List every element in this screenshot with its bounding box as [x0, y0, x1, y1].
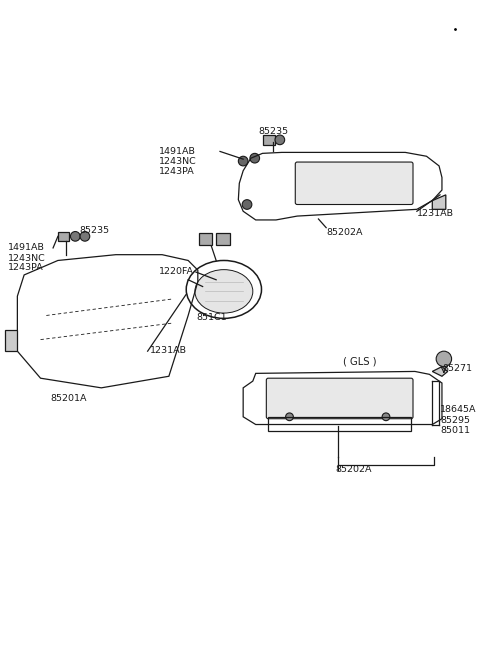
- FancyBboxPatch shape: [266, 378, 413, 419]
- Ellipse shape: [195, 269, 253, 313]
- Text: 85201A: 85201A: [50, 394, 87, 403]
- Circle shape: [382, 413, 390, 420]
- Text: 85235: 85235: [259, 127, 289, 136]
- Text: 85202A: 85202A: [326, 228, 363, 237]
- Polygon shape: [216, 233, 229, 245]
- Circle shape: [200, 284, 209, 293]
- Text: 85271: 85271: [442, 364, 472, 373]
- Text: 85202A: 85202A: [336, 465, 372, 474]
- Text: 851C1: 851C1: [197, 313, 228, 321]
- FancyBboxPatch shape: [295, 162, 413, 204]
- Circle shape: [80, 231, 90, 241]
- Circle shape: [250, 153, 260, 163]
- Polygon shape: [432, 195, 446, 210]
- Text: 1491AB: 1491AB: [8, 243, 45, 252]
- Circle shape: [239, 156, 248, 166]
- Bar: [58, 231, 70, 241]
- Circle shape: [275, 135, 285, 145]
- Text: 18645A: 18645A: [440, 405, 477, 414]
- Bar: [264, 135, 275, 145]
- Text: 1491AB: 1491AB: [159, 147, 196, 156]
- Text: 1231AB: 1231AB: [150, 346, 187, 355]
- Text: 85235: 85235: [79, 226, 109, 235]
- Circle shape: [286, 413, 293, 420]
- Polygon shape: [5, 330, 17, 351]
- Circle shape: [242, 200, 252, 210]
- Circle shape: [436, 351, 452, 367]
- Circle shape: [71, 231, 80, 241]
- Text: 1243PA: 1243PA: [159, 167, 195, 176]
- Text: 1231AB: 1231AB: [417, 210, 454, 218]
- Text: 1243PA: 1243PA: [8, 263, 44, 273]
- Text: 85011: 85011: [440, 426, 470, 436]
- Text: 85295: 85295: [440, 416, 470, 425]
- Polygon shape: [199, 233, 212, 245]
- Text: 1243NC: 1243NC: [159, 157, 197, 166]
- Text: ( GLS ): ( GLS ): [343, 357, 376, 367]
- Polygon shape: [432, 367, 448, 376]
- Text: 1220FA: 1220FA: [159, 267, 194, 276]
- Text: 1243NC: 1243NC: [8, 254, 46, 263]
